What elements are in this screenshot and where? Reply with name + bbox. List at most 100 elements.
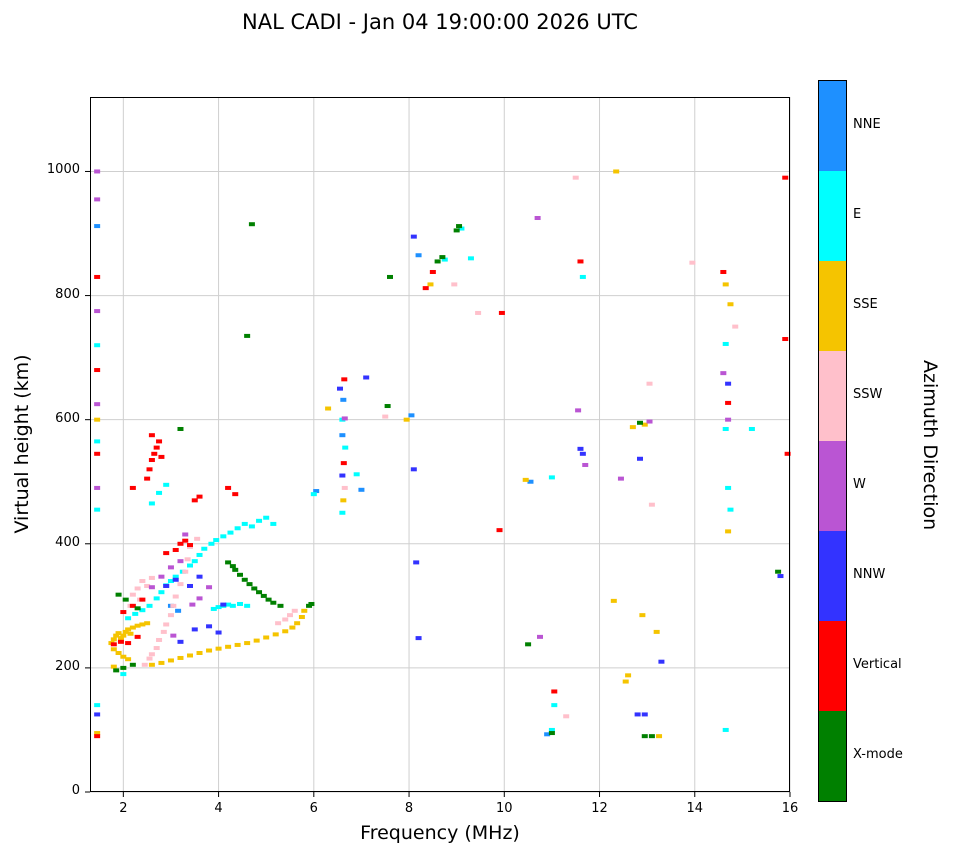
data-point-Vertical (429, 269, 436, 274)
y-tick-label: 200 (55, 658, 80, 674)
data-point-X-mode (456, 224, 463, 229)
data-point-SSW (144, 583, 151, 588)
data-point-X-mode (248, 222, 255, 227)
data-point-Vertical (94, 274, 101, 279)
data-point-SSE (148, 662, 155, 667)
data-point-SSE (125, 627, 132, 632)
data-point-SSW (451, 282, 458, 287)
data-point-NNW (94, 712, 101, 717)
data-point-E (215, 605, 222, 610)
data-point-Vertical (196, 494, 203, 499)
data-point-NNW (725, 381, 732, 386)
colorbar-block-w (819, 441, 846, 531)
data-point-NNW (177, 639, 184, 644)
data-point-SSW (139, 579, 146, 584)
data-point-W (94, 197, 101, 202)
colorbar-block-nne (819, 81, 846, 171)
chart-title: NAL CADI - Jan 04 19:00:00 2026 UTC (242, 10, 638, 34)
data-point-W (170, 633, 177, 638)
data-point-SSE (144, 621, 151, 626)
data-point-E (458, 226, 465, 231)
data-point-SSE (522, 477, 529, 482)
data-point-SSW (732, 324, 739, 329)
data-point-X-mode (453, 228, 460, 233)
data-point-SSE (196, 651, 203, 655)
data-point-E (172, 574, 179, 579)
data-point-SSE (120, 654, 127, 659)
data-point-W (582, 462, 589, 467)
y-tick-label: 0 (71, 783, 80, 798)
data-point-SSE (727, 302, 734, 307)
data-point-Vertical (148, 458, 155, 463)
data-point-X-mode (439, 255, 446, 260)
data-point-W (167, 565, 174, 570)
data-point-SSE (110, 647, 117, 652)
colorbar-tick-label: NNE (853, 117, 881, 132)
data-point-X-mode (232, 567, 239, 572)
data-point-E (722, 727, 729, 732)
data-point-SSE (115, 651, 122, 655)
data-point-SSE (263, 635, 270, 640)
data-point-E (551, 703, 558, 708)
data-point-E (353, 472, 360, 477)
data-point-W (725, 417, 732, 422)
data-point-W (148, 585, 155, 590)
data-point-Vertical (191, 498, 198, 503)
data-point-NNE (358, 487, 365, 492)
data-point-Vertical (117, 639, 124, 644)
data-point-NNW (634, 712, 641, 717)
data-point-SSE (206, 648, 213, 653)
data-point-NNE (527, 479, 534, 484)
azimuth-colorbar (818, 80, 847, 802)
data-point-SSW (148, 575, 155, 580)
data-point-SSE (253, 638, 260, 643)
data-point-E (722, 426, 729, 431)
data-point-X-mode (260, 593, 267, 598)
x-tick-label: 8 (404, 801, 414, 816)
data-point-E (187, 563, 193, 568)
data-point-E (201, 546, 208, 551)
x-tick-label: 14 (686, 801, 704, 816)
data-point-Vertical (153, 445, 160, 450)
data-point-E (722, 341, 729, 346)
data-point-Vertical (782, 175, 789, 180)
data-point-Vertical (496, 528, 503, 533)
data-point-SSE (187, 653, 193, 658)
data-point-Vertical (125, 641, 132, 646)
data-point-SSE (625, 673, 632, 678)
data-point-SSW (134, 586, 141, 591)
data-point-E (441, 257, 448, 262)
data-point-E (94, 343, 101, 348)
x-axis-label: Frequency (MHz) (360, 822, 520, 844)
y-tick-label: 800 (55, 286, 80, 302)
data-point-SSW (129, 592, 136, 597)
data-point-NNW (415, 636, 422, 641)
plot-frame (90, 97, 790, 792)
data-point-SSW (156, 637, 163, 642)
colorbar-block-e (819, 171, 846, 261)
data-point-X-mode (548, 731, 555, 736)
data-point-X-mode (237, 572, 243, 577)
data-point-SSW (475, 310, 482, 315)
data-point-Vertical (94, 368, 101, 373)
data-point-E (94, 507, 101, 512)
data-point-X-mode (434, 259, 441, 264)
data-point-E (132, 611, 139, 616)
data-point-Vertical (341, 377, 348, 382)
data-point-X-mode (637, 420, 643, 425)
data-point-E (225, 602, 232, 607)
data-point-W (720, 371, 727, 376)
data-point-SSW (163, 622, 170, 627)
data-point-SSE (653, 629, 660, 634)
data-point-SSE (120, 633, 127, 638)
data-point-X-mode (308, 601, 315, 606)
data-point-X-mode (115, 592, 122, 597)
data-point-E (467, 256, 474, 261)
colorbar-tick-label: SSW (853, 387, 883, 402)
data-point-NNW (337, 386, 343, 391)
x-tick-label: 12 (591, 801, 608, 816)
data-point-SSE (94, 417, 101, 422)
data-point-SSW (689, 260, 696, 265)
data-point-SSE (403, 417, 410, 422)
